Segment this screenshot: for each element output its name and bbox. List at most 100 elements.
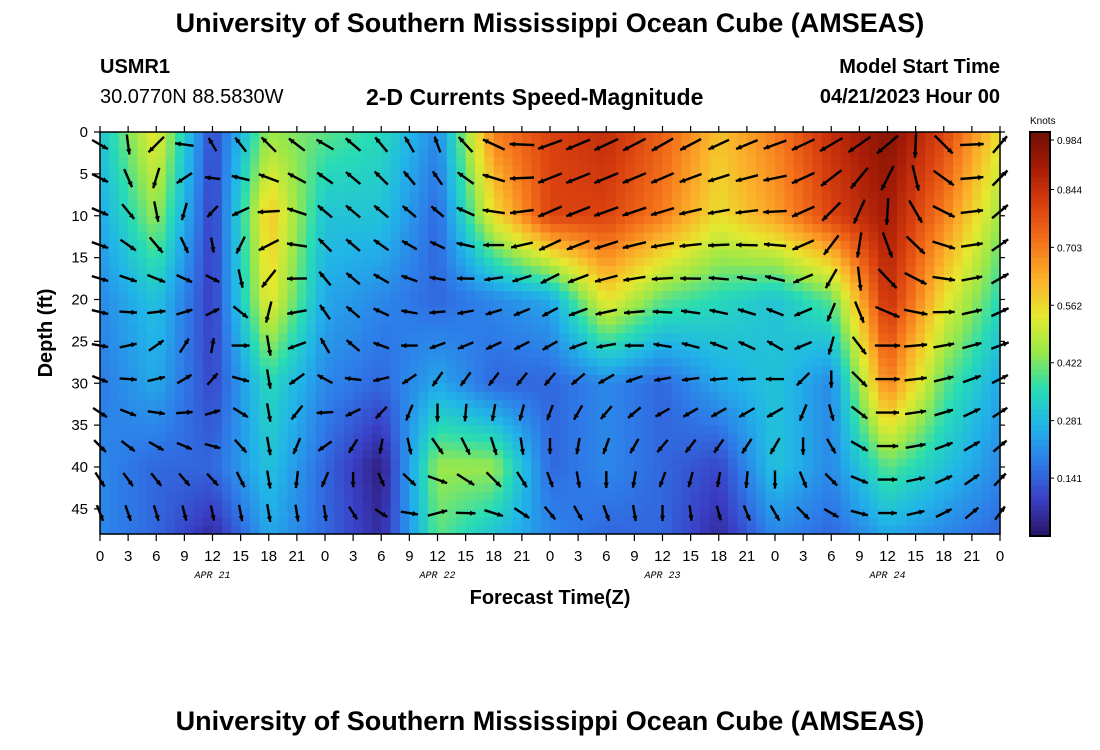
heat-cell <box>353 173 364 183</box>
heat-cell <box>606 307 617 317</box>
heat-cell <box>259 316 270 326</box>
heat-cell <box>606 132 617 141</box>
heat-cell <box>118 240 129 250</box>
heat-cell <box>521 358 532 368</box>
heat-cell <box>240 441 251 451</box>
heat-cell <box>259 408 270 418</box>
heat-cell <box>325 333 335 342</box>
heat-cell <box>803 433 814 443</box>
heat-cell <box>559 467 570 476</box>
heat-cell <box>493 148 504 158</box>
heat-cell <box>306 517 317 527</box>
heat-cell <box>484 132 495 141</box>
heat-cell <box>606 400 617 409</box>
heat-cell <box>784 475 795 485</box>
heat-cell <box>493 232 504 242</box>
current-arrow <box>849 167 869 190</box>
heat-cell <box>381 450 392 460</box>
heat-cell <box>981 190 992 200</box>
heat-cell <box>175 441 185 451</box>
heat-cell <box>653 508 664 518</box>
heat-cell <box>953 391 964 401</box>
heat-cell <box>268 441 279 451</box>
heat-cell <box>428 148 439 158</box>
heat-cell <box>878 366 889 376</box>
heat-cell <box>259 358 270 368</box>
heat-cell <box>381 458 392 468</box>
heat-cell <box>981 232 992 242</box>
heat-cell <box>943 500 954 510</box>
heat-cell <box>334 508 345 518</box>
heat-cell <box>390 316 401 326</box>
heat-cell <box>793 215 804 225</box>
heat-cell <box>606 282 617 292</box>
current-arrow <box>794 340 813 351</box>
heat-cell <box>812 483 823 493</box>
heat-cell <box>193 240 204 250</box>
heat-cell <box>681 165 692 175</box>
heat-cell <box>700 266 710 275</box>
heat-cell <box>784 207 795 217</box>
heat-cell <box>718 517 729 527</box>
heat-cell <box>128 366 139 376</box>
heat-cell <box>381 400 392 409</box>
heat-cell <box>165 316 176 326</box>
current-arrow <box>826 302 837 322</box>
heat-cell <box>400 224 410 234</box>
heat-cell <box>165 349 176 359</box>
heat-cell <box>221 341 232 351</box>
heat-cell <box>700 391 710 401</box>
heat-cell <box>643 500 654 510</box>
heat-cell <box>765 274 776 284</box>
heat-cell <box>728 416 739 426</box>
heat-cell <box>775 148 785 158</box>
heat-cell <box>559 433 570 443</box>
heat-cell <box>831 240 842 250</box>
current-arrow <box>709 308 729 316</box>
heat-cell <box>690 400 701 409</box>
heat-cell <box>240 458 251 468</box>
heat-cell <box>915 316 926 326</box>
heat-cell <box>850 366 860 376</box>
heat-cell <box>203 266 214 275</box>
heat-cell <box>240 299 251 309</box>
heat-cell <box>109 475 120 485</box>
heat-cell <box>756 475 767 485</box>
heat-cell <box>221 416 232 426</box>
heat-cell <box>306 224 317 234</box>
heat-cell <box>259 249 270 259</box>
heat-cell <box>446 425 457 435</box>
heat-cell <box>784 266 795 275</box>
heat-cell <box>296 458 307 468</box>
heat-cell <box>653 316 664 326</box>
heat-cell <box>118 173 129 183</box>
heat-cell <box>165 266 176 275</box>
heat-cell <box>118 324 129 334</box>
heat-cell <box>625 508 635 518</box>
heat-cell <box>259 483 270 493</box>
heat-cell <box>568 224 579 234</box>
heat-cell <box>821 467 832 476</box>
heat-cell <box>953 148 964 158</box>
heat-cell <box>371 467 382 476</box>
heat-cell <box>184 324 195 334</box>
heat-cell <box>896 173 907 183</box>
current-arrow <box>934 408 954 417</box>
heat-cell <box>643 157 654 167</box>
heat-cell <box>240 132 251 141</box>
heat-cell <box>859 232 870 242</box>
heat-cell <box>737 257 748 267</box>
heat-cell <box>240 232 251 242</box>
heat-cell <box>315 224 326 234</box>
heat-cell <box>353 140 364 150</box>
heat-cell <box>934 165 945 175</box>
heat-cell <box>906 257 917 267</box>
heat-cell <box>540 165 551 175</box>
heat-cell <box>681 400 692 409</box>
current-arrow <box>537 139 563 151</box>
heat-cell <box>118 249 129 259</box>
heat-cell <box>146 232 157 242</box>
heat-cell <box>793 333 804 342</box>
heat-cell <box>165 215 176 225</box>
heat-cell <box>437 441 448 451</box>
